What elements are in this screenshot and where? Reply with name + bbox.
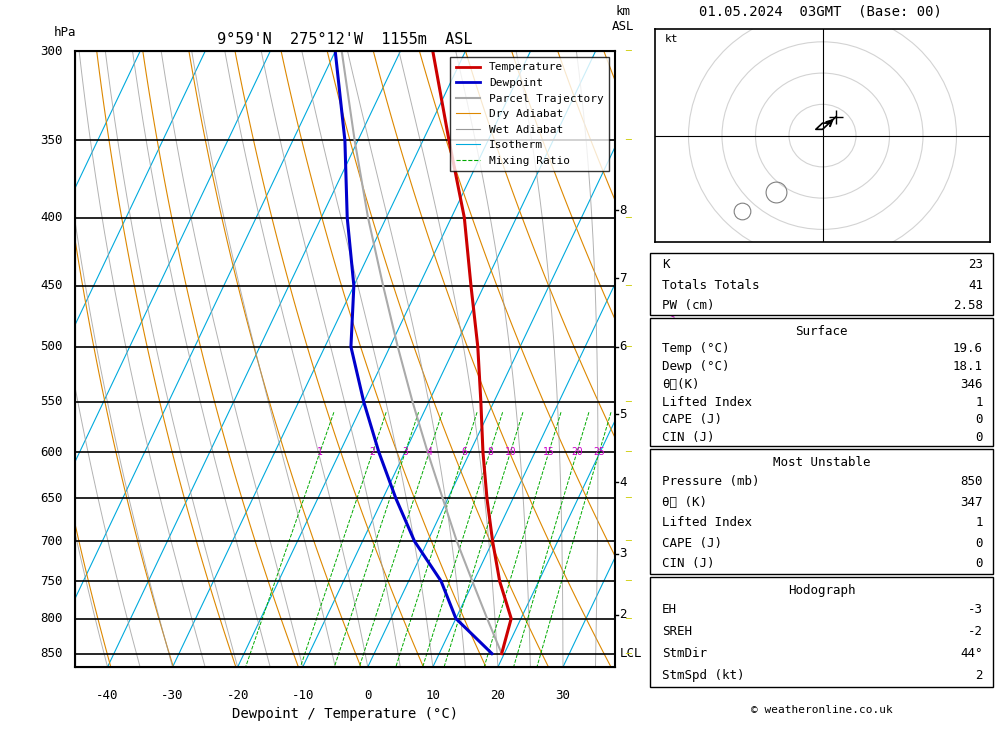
Text: Totals Totals: Totals Totals	[662, 279, 760, 292]
Text: © weatheronline.co.uk: © weatheronline.co.uk	[751, 704, 892, 715]
Text: ─: ─	[625, 447, 631, 457]
Text: 800: 800	[41, 612, 63, 625]
Text: ─: ─	[625, 281, 631, 291]
Text: 18.1: 18.1	[953, 360, 983, 373]
Title: 9°59'N  275°12'W  1155m  ASL: 9°59'N 275°12'W 1155m ASL	[217, 32, 473, 48]
Text: 400: 400	[41, 211, 63, 224]
Text: 350: 350	[41, 134, 63, 147]
Text: 0: 0	[976, 413, 983, 427]
Text: CAPE (J): CAPE (J)	[662, 537, 722, 550]
Text: Hodograph: Hodograph	[788, 583, 855, 597]
Text: 1: 1	[976, 516, 983, 529]
Text: 3: 3	[402, 447, 408, 457]
Text: 6: 6	[619, 340, 627, 353]
Text: km
ASL: km ASL	[612, 5, 634, 33]
Text: 10: 10	[425, 688, 440, 701]
Text: 450: 450	[41, 279, 63, 292]
Text: 0: 0	[976, 431, 983, 444]
Text: 4: 4	[426, 447, 432, 457]
Text: -40: -40	[96, 688, 119, 701]
Text: Most Unstable: Most Unstable	[773, 456, 870, 469]
Text: -20: -20	[226, 688, 249, 701]
Text: ─: ─	[625, 614, 631, 624]
Text: -2: -2	[968, 625, 983, 638]
Text: 30: 30	[555, 688, 570, 701]
Text: 2: 2	[370, 447, 376, 457]
Text: -3: -3	[968, 603, 983, 616]
Text: 750: 750	[41, 575, 63, 588]
Text: ─: ─	[625, 397, 631, 407]
Text: 2.58: 2.58	[953, 299, 983, 312]
Text: 1: 1	[317, 447, 323, 457]
Text: 550: 550	[41, 395, 63, 408]
Text: 0: 0	[364, 688, 372, 701]
Text: 1: 1	[976, 396, 983, 408]
Text: 300: 300	[41, 45, 63, 58]
Text: StmSpd (kt): StmSpd (kt)	[662, 669, 744, 682]
Y-axis label: Mixing Ratio (g/kg): Mixing Ratio (g/kg)	[664, 288, 677, 430]
Text: 850: 850	[960, 475, 983, 488]
Text: 10: 10	[505, 447, 516, 457]
Text: 2: 2	[976, 669, 983, 682]
Text: 347: 347	[960, 496, 983, 509]
Text: 19.6: 19.6	[953, 342, 983, 356]
Text: Lifted Index: Lifted Index	[662, 396, 752, 408]
Text: ─: ─	[625, 213, 631, 223]
Text: CIN (J): CIN (J)	[662, 557, 714, 570]
Text: 5: 5	[619, 408, 627, 421]
Text: kt: kt	[665, 34, 679, 44]
Text: 700: 700	[41, 535, 63, 548]
Text: 3: 3	[619, 547, 627, 560]
Text: 600: 600	[41, 446, 63, 459]
Text: 7: 7	[619, 271, 627, 284]
Text: CAPE (J): CAPE (J)	[662, 413, 722, 427]
Text: 0: 0	[976, 557, 983, 570]
Text: 4: 4	[619, 476, 627, 489]
Text: Surface: Surface	[795, 325, 848, 338]
Text: EH: EH	[662, 603, 677, 616]
Text: Temp (°C): Temp (°C)	[662, 342, 730, 356]
Text: hPa: hPa	[53, 26, 76, 39]
Text: StmDir: StmDir	[662, 647, 707, 660]
Text: ─: ─	[625, 136, 631, 145]
Text: -30: -30	[161, 688, 184, 701]
Text: Pressure (mb): Pressure (mb)	[662, 475, 760, 488]
Text: 41: 41	[968, 279, 983, 292]
Text: 20: 20	[571, 447, 583, 457]
Text: θᴇ (K): θᴇ (K)	[662, 496, 707, 509]
Text: ─: ─	[625, 649, 631, 658]
Text: Lifted Index: Lifted Index	[662, 516, 752, 529]
Text: 23: 23	[968, 258, 983, 270]
Text: 8: 8	[619, 204, 627, 217]
Text: 44°: 44°	[960, 647, 983, 660]
Text: Dewpoint / Temperature (°C): Dewpoint / Temperature (°C)	[232, 707, 458, 721]
Text: 8: 8	[487, 447, 493, 457]
Text: 01.05.2024  03GMT  (Base: 00): 01.05.2024 03GMT (Base: 00)	[699, 4, 941, 18]
Text: CIN (J): CIN (J)	[662, 431, 714, 444]
Text: 15: 15	[543, 447, 555, 457]
Text: Dewp (°C): Dewp (°C)	[662, 360, 730, 373]
Text: ─: ─	[625, 46, 631, 56]
Text: ─: ─	[625, 576, 631, 586]
Text: θᴇ(K): θᴇ(K)	[662, 378, 700, 391]
Text: ─: ─	[625, 342, 631, 352]
Text: 850: 850	[41, 647, 63, 660]
Text: 25: 25	[593, 447, 605, 457]
Text: -10: -10	[291, 688, 314, 701]
Text: ─: ─	[625, 493, 631, 504]
Text: 20: 20	[490, 688, 505, 701]
Text: SREH: SREH	[662, 625, 692, 638]
Legend: Temperature, Dewpoint, Parcel Trajectory, Dry Adiabat, Wet Adiabat, Isotherm, Mi: Temperature, Dewpoint, Parcel Trajectory…	[450, 57, 609, 172]
Text: 346: 346	[960, 378, 983, 391]
Text: K: K	[662, 258, 670, 270]
Text: 500: 500	[41, 340, 63, 353]
Text: 6: 6	[461, 447, 467, 457]
Text: 2: 2	[619, 608, 627, 622]
Text: PW (cm): PW (cm)	[662, 299, 714, 312]
Text: ─: ─	[625, 537, 631, 546]
Text: 650: 650	[41, 492, 63, 505]
Text: 0: 0	[976, 537, 983, 550]
Text: LCL: LCL	[619, 647, 642, 660]
